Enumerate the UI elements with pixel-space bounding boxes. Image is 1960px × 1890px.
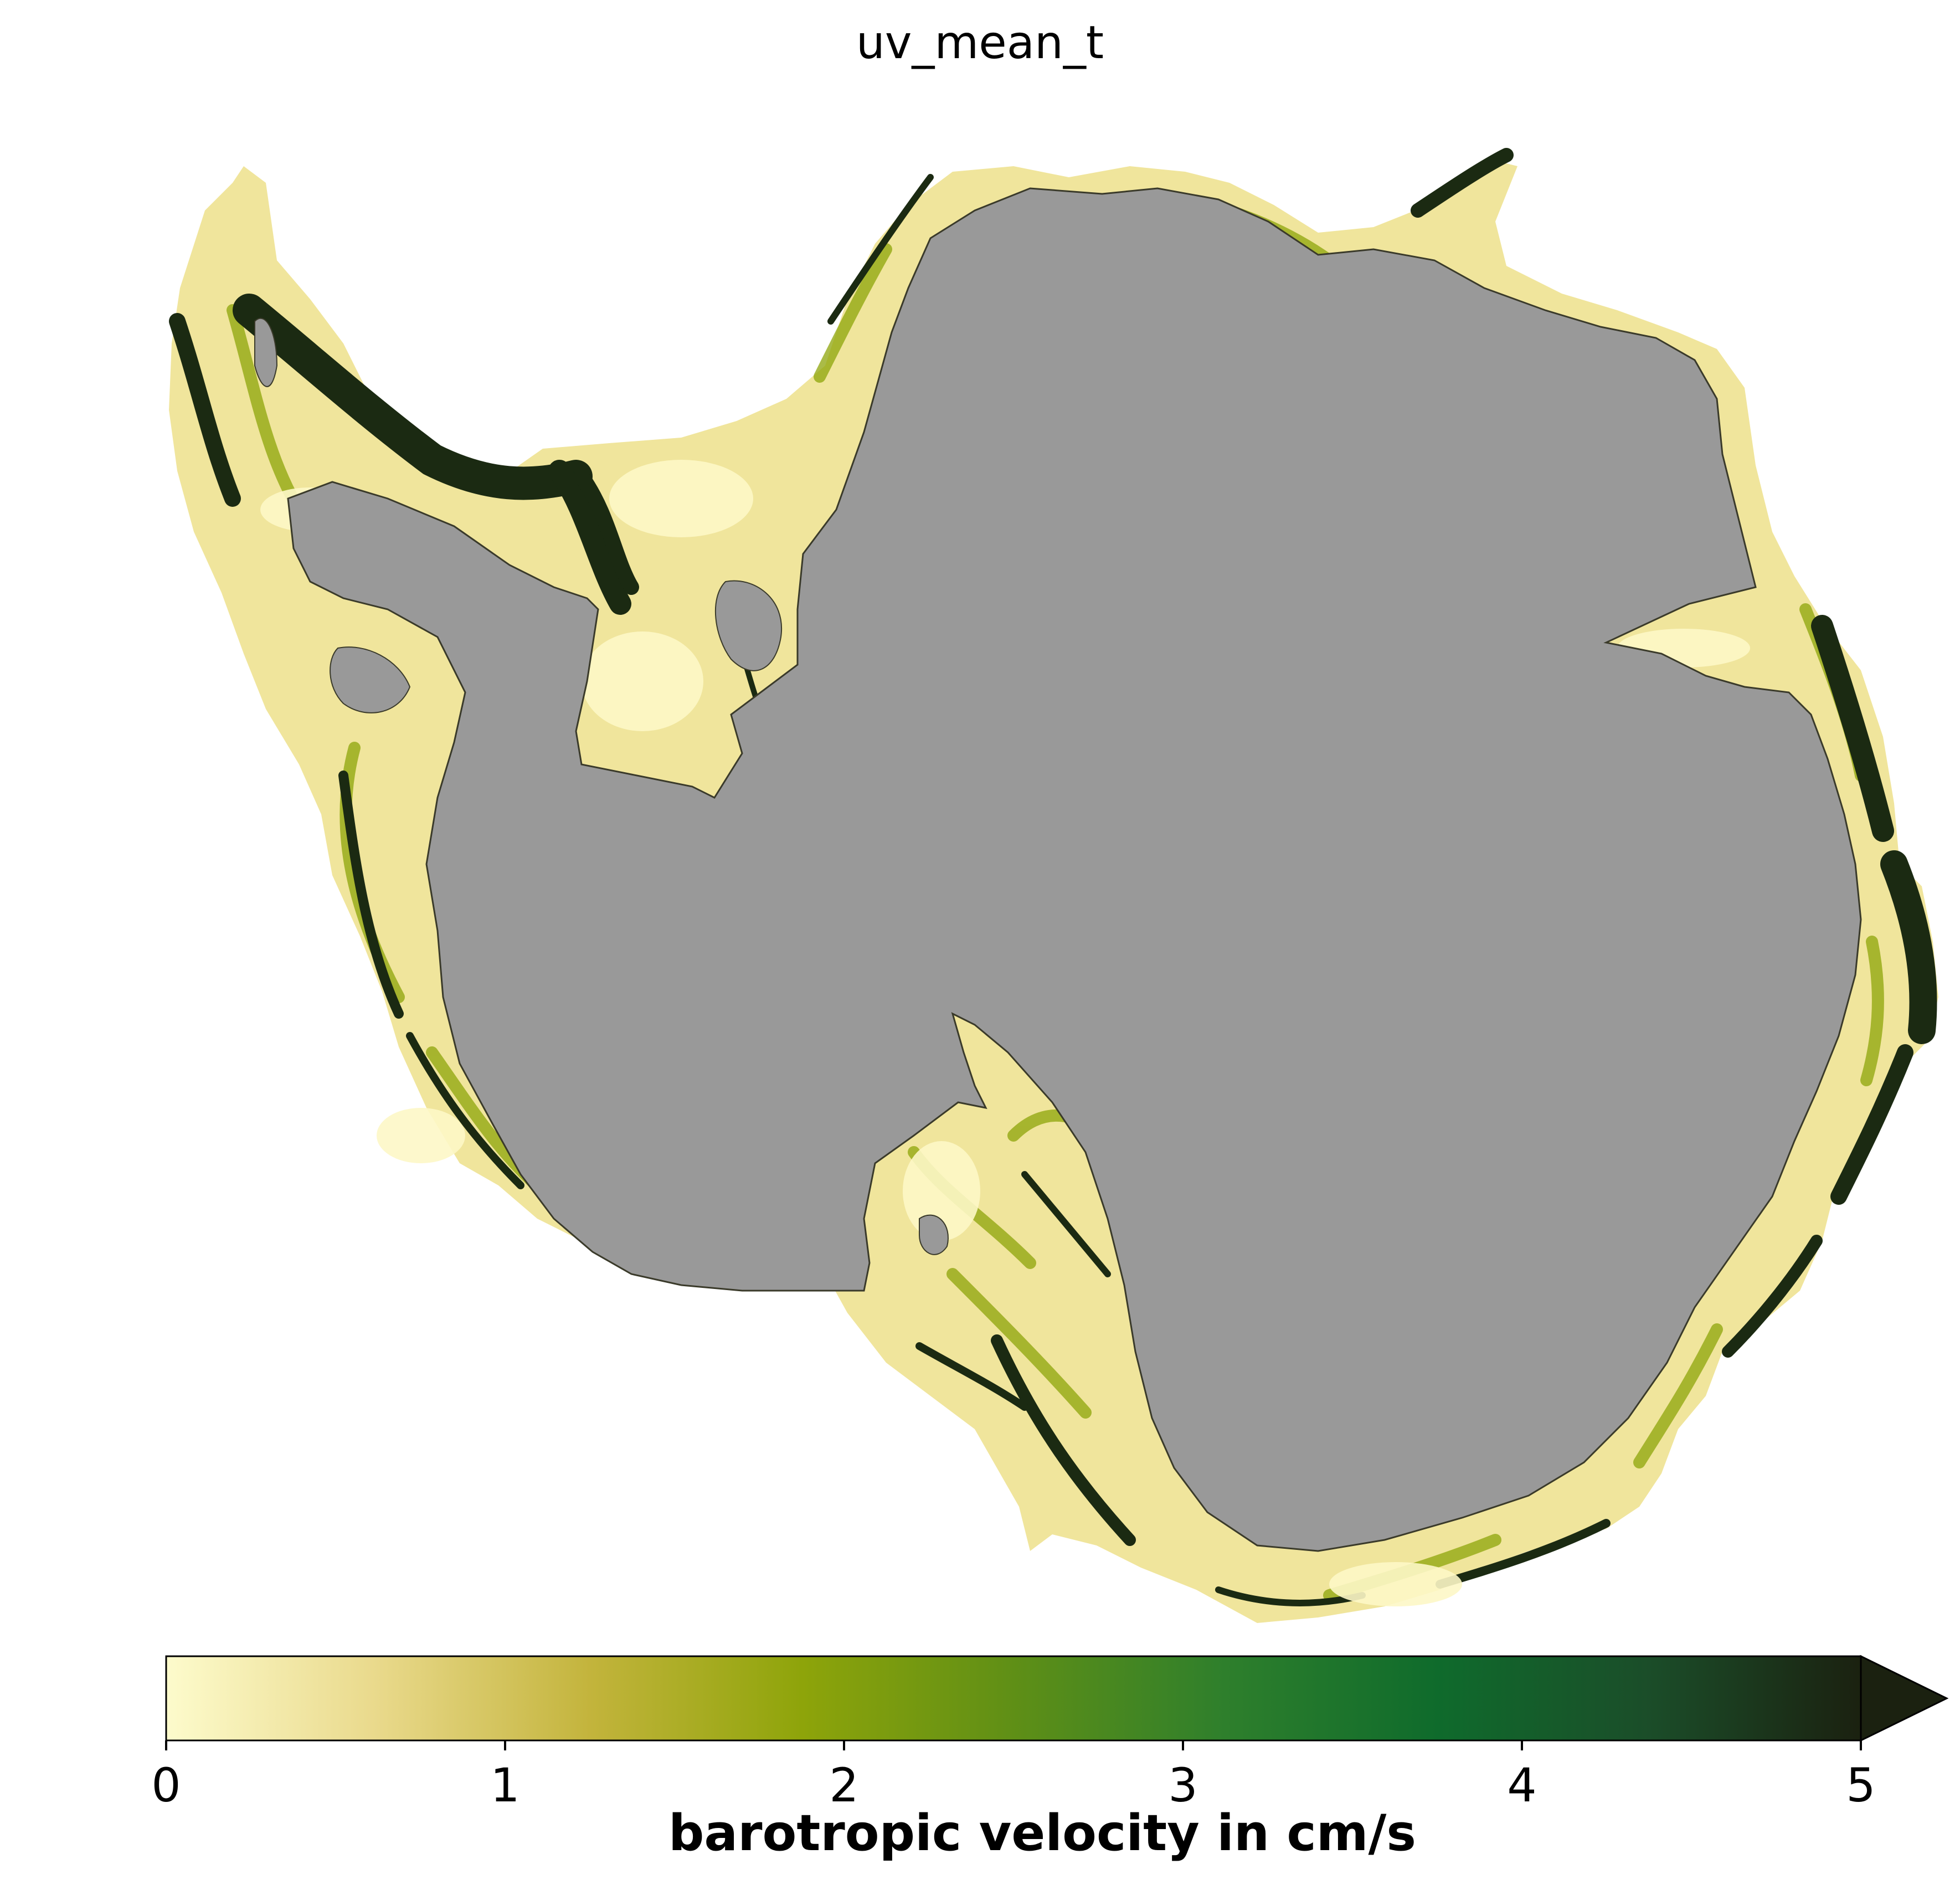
colorbar-ticks: 0 1 2 3 4 5 bbox=[151, 1740, 1876, 1812]
colorbar-tick-label: 0 bbox=[151, 1758, 181, 1812]
colorbar-tick-label: 2 bbox=[829, 1758, 858, 1812]
map-title: uv_mean_t bbox=[856, 17, 1104, 69]
colorbar-tick-label: 1 bbox=[490, 1758, 519, 1812]
colorbar-tick-label: 3 bbox=[1168, 1758, 1197, 1812]
colorbar-tick-label: 4 bbox=[1507, 1758, 1536, 1812]
high-velocity-currents bbox=[169, 148, 1937, 1606]
colorbar-gradient-bar bbox=[165, 1655, 1862, 1742]
colorbar-label: barotropic velocity in cm/s bbox=[668, 1804, 1416, 1862]
colorbar-tick-label: 5 bbox=[1846, 1758, 1875, 1812]
colorbar: 0 1 2 3 4 5 barotropic velocity in cm/s bbox=[151, 1655, 1949, 1862]
antarctica-landmass bbox=[287, 187, 1862, 1552]
inland-islands bbox=[254, 317, 949, 1255]
colorbar-extend-arrow bbox=[1860, 1655, 1949, 1742]
